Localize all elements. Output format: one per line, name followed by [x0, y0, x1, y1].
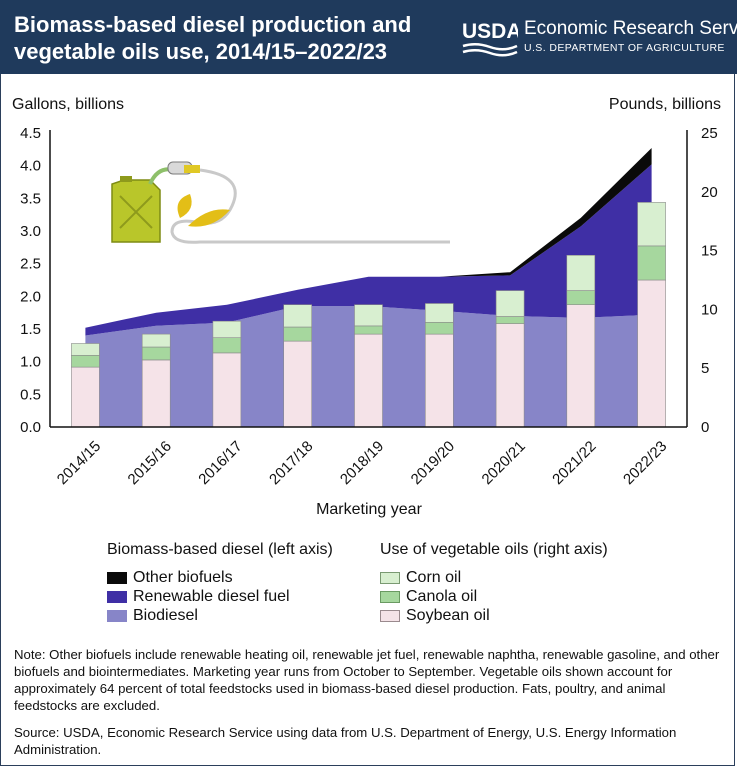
- right-tick-label: 0: [701, 419, 709, 436]
- left-tick-label: 1.0: [20, 354, 41, 371]
- x-tick-label: 2022/23: [620, 438, 670, 488]
- legend-swatch: [107, 609, 127, 622]
- bar-corn-oil-2020/21: [495, 290, 525, 317]
- bar-soybean-oil-2016/17: [212, 352, 242, 428]
- legend-item-canola-oil: Canola oil: [380, 587, 477, 606]
- x-axis-title: Marketing year: [316, 501, 422, 518]
- chart-note: Note: Other biofuels include renewable h…: [14, 647, 720, 713]
- bar-soybean-oil-2022/23: [637, 279, 666, 428]
- legend: Biomass-based diesel (left axis) Use of …: [0, 538, 737, 638]
- left-tick-label: 3.0: [20, 223, 41, 240]
- left-tick-label: 4.0: [20, 158, 41, 175]
- right-tick-label: 20: [701, 184, 718, 201]
- left-tick-label: 1.5: [20, 321, 41, 338]
- legend-left-heading: Biomass-based diesel (left axis): [107, 541, 333, 558]
- left-axis-title: Gallons, billions: [12, 96, 124, 113]
- bar-soybean-oil-2018/19: [354, 333, 383, 428]
- bar-soybean-oil-2015/16: [141, 359, 171, 428]
- chart-title: Biomass-based diesel production and vege…: [14, 12, 412, 64]
- bar-soybean-oil-2021/22: [566, 304, 596, 428]
- bar-soybean-oil-2020/21: [495, 323, 525, 428]
- x-tick-label: 2020/21: [479, 438, 529, 488]
- department-name: U.S. DEPARTMENT OF AGRICULTURE: [524, 42, 725, 54]
- legend-item-biodiesel: Biodiesel: [107, 606, 198, 625]
- agency-name: Economic Research Service: [524, 18, 737, 39]
- bar-soybean-oil-2014/15: [71, 366, 100, 428]
- left-tick-label: 0.5: [20, 386, 41, 403]
- x-tick-label: 2015/16: [125, 438, 175, 488]
- bar-corn-oil-2018/19: [354, 304, 383, 327]
- bar-corn-oil-2016/17: [212, 320, 242, 339]
- bar-canola-oil-2014/15: [71, 354, 100, 368]
- x-tick-label: 2021/22: [549, 438, 599, 488]
- bar-series-group: [71, 202, 666, 428]
- bar-corn-oil-2021/22: [566, 255, 596, 291]
- legend-right-heading: Use of vegetable oils (right axis): [380, 541, 608, 558]
- legend-swatch: [107, 590, 127, 603]
- x-tick-label: 2014/15: [54, 438, 104, 488]
- bar-corn-oil-2022/23: [637, 202, 666, 247]
- bar-soybean-oil-2017/18: [283, 340, 313, 428]
- right-tick-label: 5: [701, 360, 709, 377]
- left-tick-label: 3.5: [20, 190, 41, 207]
- right-tick-label: 15: [701, 243, 718, 260]
- x-tick-label: 2016/17: [195, 438, 245, 488]
- bar-canola-oil-2022/23: [637, 245, 666, 281]
- left-tick-label: 2.0: [20, 288, 41, 305]
- bar-canola-oil-2017/18: [283, 326, 313, 342]
- bar-canola-oil-2015/16: [141, 346, 171, 361]
- fuel-can-illustration-icon: [111, 161, 450, 244]
- usda-logo-text: USDA: [462, 20, 518, 43]
- legend-swatch: [380, 609, 400, 622]
- x-tick-label: 2019/20: [408, 438, 458, 488]
- ers-logo: USDA Economic Research Service U.S. DEPA…: [462, 14, 737, 60]
- right-tick-label: 25: [701, 125, 718, 142]
- left-tick-label: 0.0: [20, 419, 41, 436]
- legend-swatch: [380, 571, 400, 584]
- legend-item-soybean-oil: Soybean oil: [380, 606, 490, 625]
- bar-canola-oil-2020/21: [495, 316, 525, 324]
- legend-item-renewable-diesel: Renewable diesel fuel: [107, 587, 290, 606]
- usda-logo-icon: USDA: [462, 20, 518, 57]
- bar-canola-oil-2021/22: [566, 290, 596, 306]
- left-tick-label: 4.5: [20, 125, 41, 142]
- x-tick-label: 2017/18: [266, 438, 316, 488]
- header-banner: Biomass-based diesel production and vege…: [0, 0, 737, 74]
- legend-swatch: [107, 571, 127, 584]
- bar-corn-oil-2017/18: [283, 304, 313, 328]
- legend-swatch: [380, 590, 400, 603]
- bar-corn-oil-2014/15: [71, 343, 100, 356]
- right-axis-title: Pounds, billions: [609, 96, 721, 113]
- legend-item-other-biofuels: Other biofuels: [107, 568, 233, 587]
- left-tick-label: 2.5: [20, 256, 41, 273]
- bar-soybean-oil-2019/20: [424, 333, 454, 428]
- bar-canola-oil-2018/19: [354, 325, 383, 335]
- bar-canola-oil-2016/17: [212, 337, 242, 354]
- chart-area: Gallons, billions Pounds, billions 0.0 0.…: [12, 96, 721, 518]
- chart-source: Source: USDA, Economic Research Service …: [14, 725, 677, 757]
- x-tick-label: 2018/19: [337, 438, 387, 488]
- bar-corn-oil-2019/20: [424, 303, 454, 323]
- right-tick-label: 10: [701, 301, 718, 318]
- bar-corn-oil-2015/16: [141, 333, 171, 348]
- bar-canola-oil-2019/20: [424, 321, 454, 335]
- legend-item-corn-oil: Corn oil: [380, 568, 461, 587]
